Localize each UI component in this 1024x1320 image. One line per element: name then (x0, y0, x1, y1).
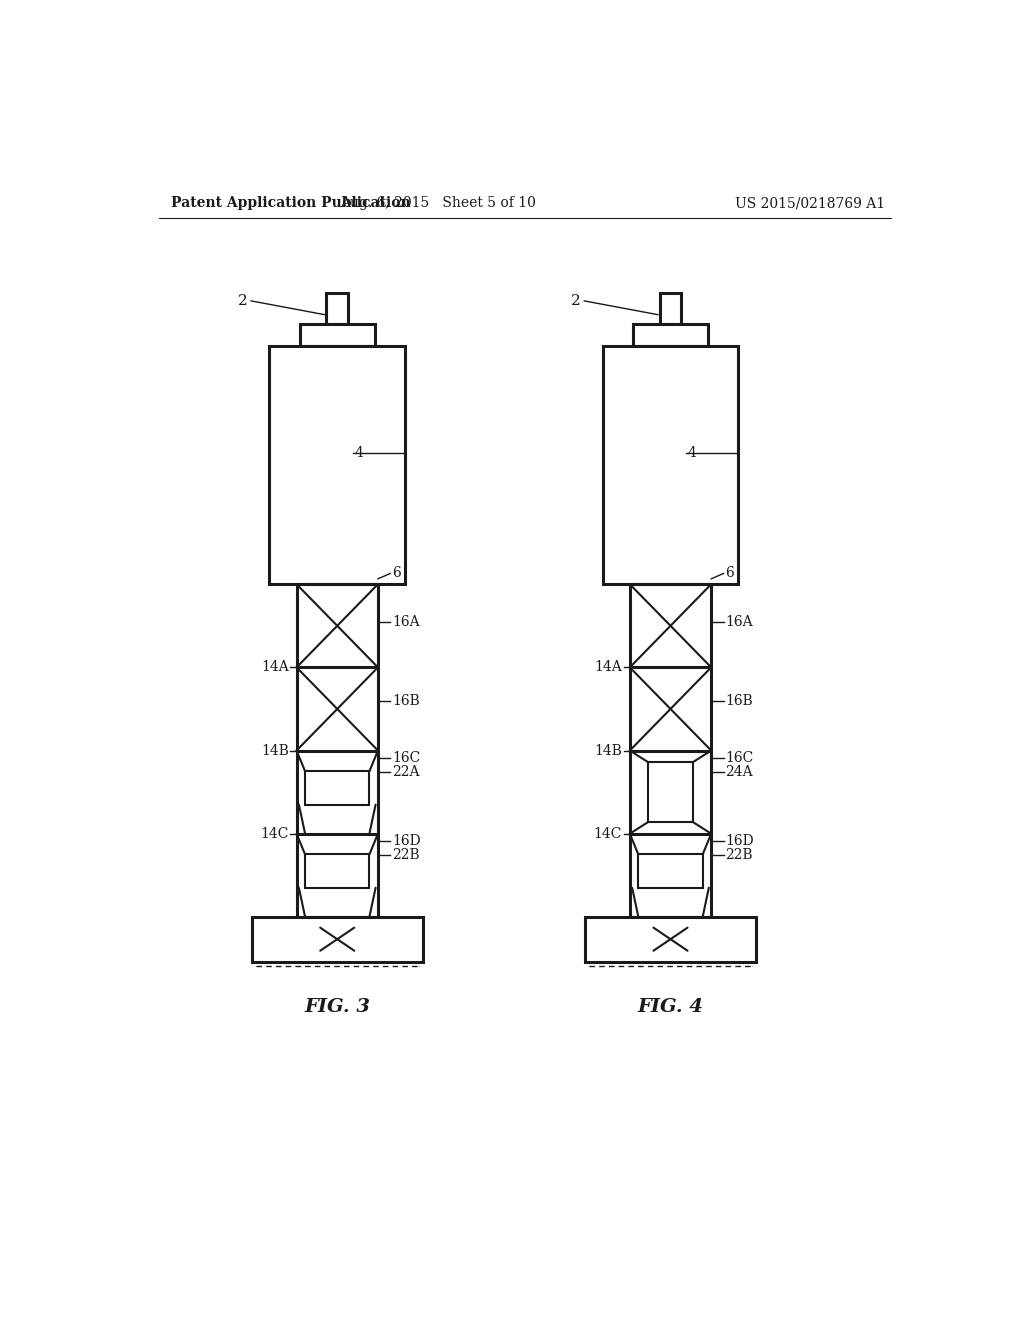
Bar (586, 917, 756, 961)
Text: 16C: 16C (725, 751, 754, 766)
Text: 16D: 16D (392, 834, 421, 849)
Text: 6: 6 (392, 566, 400, 581)
Bar (659, 293, 681, 323)
Text: 22B: 22B (725, 849, 753, 862)
Text: 16A: 16A (392, 615, 420, 628)
Bar (305, 854, 370, 888)
Text: FIG. 4: FIG. 4 (638, 998, 703, 1016)
Bar (638, 854, 702, 888)
Text: 2: 2 (238, 294, 248, 308)
Text: 14C: 14C (260, 826, 289, 841)
Text: 4: 4 (687, 446, 696, 459)
Text: 14A: 14A (261, 660, 289, 675)
Text: 22A: 22A (392, 766, 420, 779)
Text: 16B: 16B (725, 693, 753, 708)
Bar (305, 771, 370, 805)
Text: US 2015/0218769 A1: US 2015/0218769 A1 (735, 197, 885, 210)
Bar (300, 323, 375, 346)
Text: 24A: 24A (725, 766, 753, 779)
Text: 16B: 16B (392, 693, 420, 708)
Bar (633, 323, 708, 346)
Text: 22B: 22B (392, 849, 420, 862)
Bar (252, 917, 423, 961)
Text: 14A: 14A (594, 660, 622, 675)
Text: 6: 6 (725, 566, 734, 581)
Text: 14C: 14C (594, 826, 622, 841)
Text: FIG. 3: FIG. 3 (304, 998, 371, 1016)
Text: Patent Application Publication: Patent Application Publication (171, 197, 411, 210)
Text: Aug. 6, 2015   Sheet 5 of 10: Aug. 6, 2015 Sheet 5 of 10 (340, 197, 536, 210)
Text: 14B: 14B (594, 743, 622, 758)
Text: 14B: 14B (261, 743, 289, 758)
Text: 16C: 16C (392, 751, 420, 766)
Bar (269, 346, 406, 585)
Text: 2: 2 (571, 294, 581, 308)
Text: 16D: 16D (725, 834, 754, 849)
Bar (603, 346, 738, 585)
Text: 16A: 16A (725, 615, 753, 628)
Bar (648, 762, 693, 822)
Bar (327, 293, 348, 323)
Text: 4: 4 (354, 446, 364, 459)
